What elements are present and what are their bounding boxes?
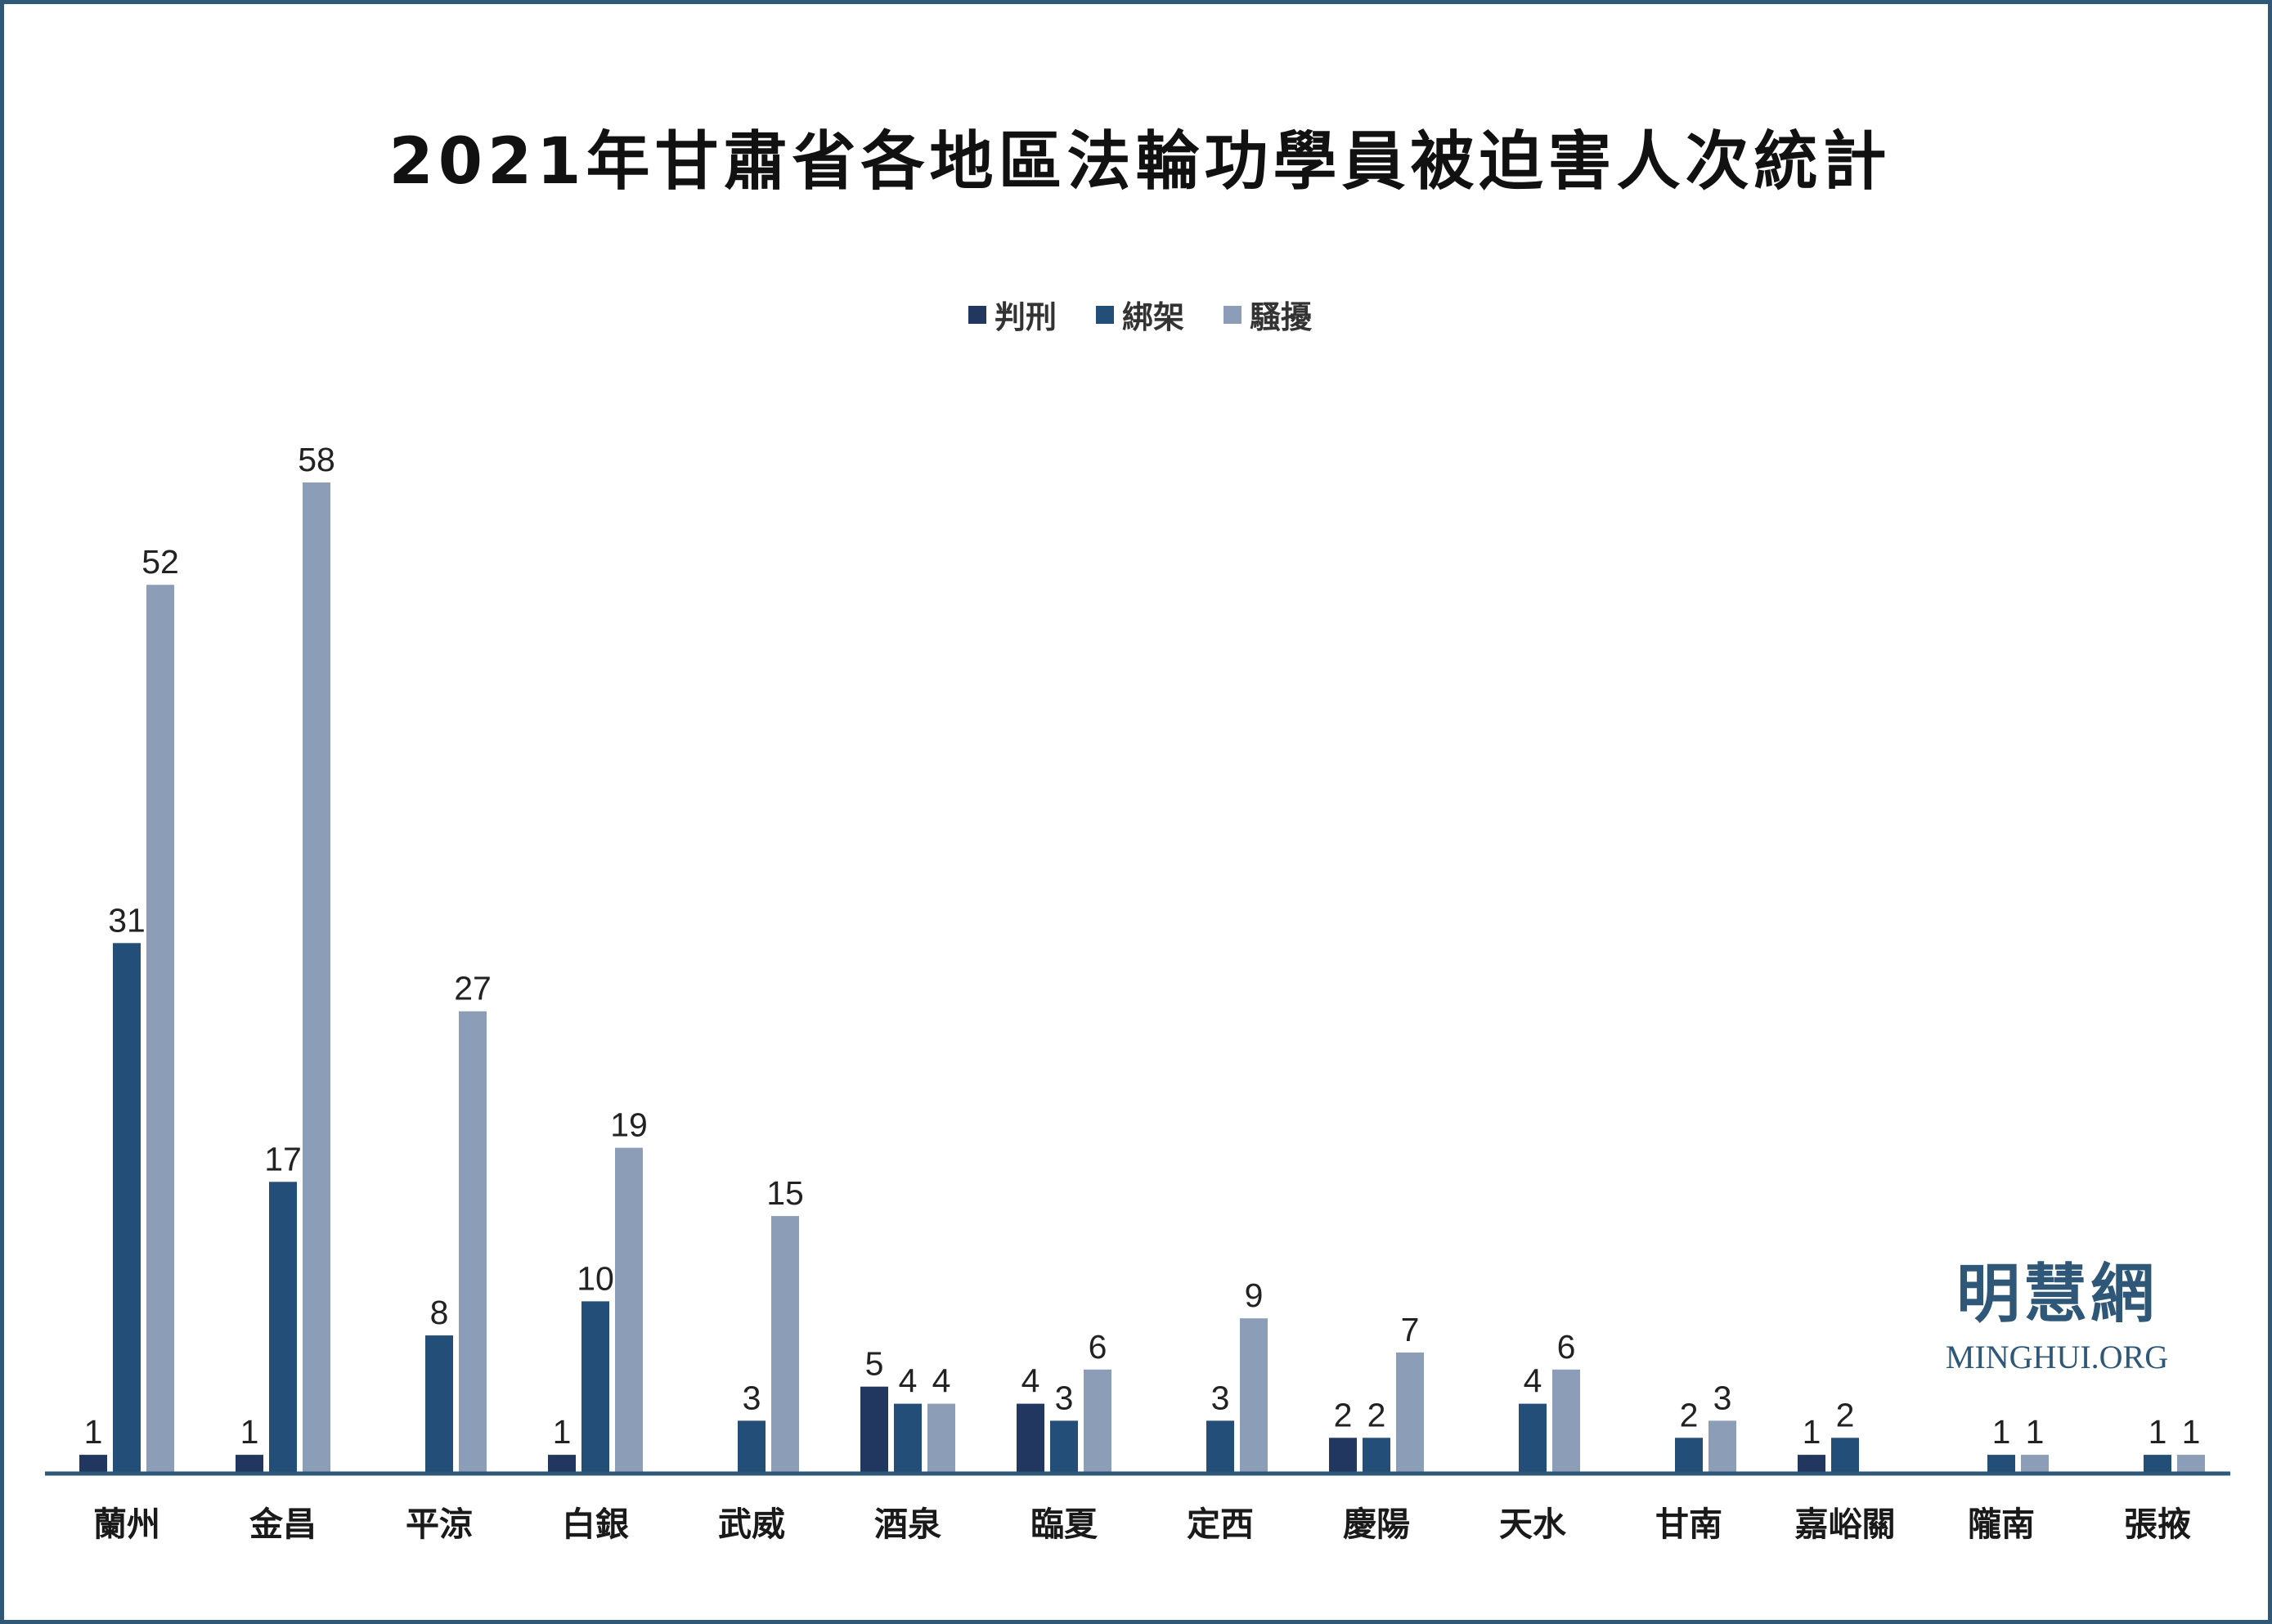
data-label-13-1: 1 [2149, 1413, 2167, 1451]
bar-11-1 [1831, 1438, 1859, 1472]
bar-3-2 [615, 1147, 643, 1472]
bar-12-1 [1987, 1455, 2015, 1472]
bar-0-0 [79, 1455, 107, 1472]
data-label-3-0: 1 [553, 1413, 572, 1451]
legend: 判刑 綁架 騷擾 [4, 292, 2272, 337]
legend-item-abducted: 綁架 [1095, 292, 1184, 337]
data-label-4-1: 3 [743, 1379, 761, 1416]
bar-6-0 [1017, 1403, 1044, 1472]
bar-5-2 [927, 1403, 955, 1472]
watermark-chinese: 明慧網 [1955, 1257, 2158, 1331]
legend-label-sentenced: 判刑 [994, 299, 1057, 335]
data-label-7-1: 3 [1211, 1379, 1230, 1416]
bar-5-1 [894, 1403, 922, 1472]
bar-1-1 [269, 1182, 297, 1472]
category-label-10: 甘南 [1655, 1505, 1722, 1544]
data-label-10-2: 3 [1713, 1379, 1732, 1416]
legend-label-harassed: 騷擾 [1250, 299, 1313, 335]
category-label-5: 酒泉 [874, 1505, 941, 1544]
bar-4-2 [771, 1216, 799, 1472]
data-label-6-0: 4 [1022, 1362, 1040, 1400]
data-label-4-2: 15 [766, 1174, 804, 1212]
category-label-7: 定西 [1187, 1505, 1254, 1544]
chart-title: 2021年甘肅省各地區法輪功學員被迫害人次統計 [388, 125, 1892, 199]
category-label-9: 天水 [1499, 1505, 1567, 1544]
category-label-3: 白銀 [562, 1505, 629, 1544]
bar-3-1 [581, 1301, 609, 1472]
data-label-11-1: 2 [1836, 1396, 1855, 1433]
category-label-4: 武威 [718, 1505, 785, 1544]
category-label-11: 嘉峪關 [1795, 1505, 1896, 1544]
data-label-1-2: 58 [298, 441, 335, 478]
bar-2-1 [425, 1335, 453, 1472]
bar-2-2 [459, 1011, 487, 1472]
data-label-6-1: 3 [1055, 1379, 1074, 1416]
data-label-8-0: 2 [1334, 1396, 1353, 1433]
bar-1-0 [236, 1455, 263, 1472]
data-label-2-1: 8 [430, 1294, 449, 1331]
data-label-2-2: 27 [454, 970, 492, 1007]
bar-11-0 [1798, 1455, 1825, 1472]
data-label-9-1: 4 [1524, 1362, 1542, 1400]
category-label-2: 平涼 [406, 1505, 473, 1544]
data-label-3-2: 19 [610, 1106, 648, 1144]
data-label-3-1: 10 [577, 1259, 614, 1297]
data-label-0-2: 52 [141, 543, 179, 581]
bar-13-1 [2144, 1455, 2171, 1472]
data-label-12-2: 1 [2026, 1413, 2045, 1451]
category-label-1: 金昌 [249, 1505, 317, 1544]
bar-9-1 [1519, 1403, 1547, 1472]
bar-6-1 [1050, 1420, 1078, 1472]
data-label-10-1: 2 [1680, 1396, 1699, 1433]
data-label-9-2: 6 [1557, 1328, 1576, 1366]
data-label-5-1: 4 [899, 1362, 918, 1400]
data-label-1-1: 17 [264, 1140, 302, 1178]
category-label-0: 蘭州 [93, 1505, 160, 1544]
category-label-12: 隴南 [1968, 1505, 2035, 1544]
bar-7-1 [1206, 1420, 1234, 1472]
bar-4-1 [738, 1420, 766, 1472]
bar-0-1 [113, 943, 141, 1472]
category-label-13: 張掖 [2124, 1505, 2191, 1544]
data-label-8-2: 7 [1401, 1311, 1420, 1348]
bar-12-2 [2021, 1455, 2049, 1472]
data-label-1-0: 1 [240, 1413, 259, 1451]
bar-10-2 [1708, 1420, 1736, 1472]
bar-8-1 [1363, 1438, 1390, 1472]
watermark-english: MINGHUI.ORG [1945, 1339, 2169, 1375]
bar-8-0 [1329, 1438, 1357, 1472]
bar-5-0 [860, 1386, 888, 1472]
data-label-7-2: 9 [1245, 1276, 1264, 1314]
bar-7-2 [1240, 1318, 1268, 1472]
legend-label-abducted: 綁架 [1121, 299, 1184, 335]
bar-10-1 [1675, 1438, 1703, 1472]
category-label-6: 臨夏 [1030, 1505, 1098, 1544]
data-label-11-0: 1 [1803, 1413, 1821, 1451]
data-label-5-2: 4 [932, 1362, 951, 1400]
bar-1-2 [303, 482, 330, 1472]
legend-item-harassed: 騷擾 [1224, 292, 1312, 337]
legend-swatch-harassed [1224, 305, 1242, 324]
bar-9-2 [1552, 1369, 1580, 1472]
data-label-6-2: 6 [1089, 1328, 1107, 1366]
bar-8-2 [1396, 1353, 1424, 1472]
bar-0-2 [146, 585, 174, 1473]
data-label-0-0: 1 [84, 1413, 103, 1451]
category-label-8: 慶陽 [1343, 1505, 1410, 1544]
bar-3-0 [548, 1455, 576, 1472]
data-label-0-1: 31 [108, 901, 146, 939]
data-label-5-0: 5 [865, 1345, 884, 1383]
legend-item-sentenced: 判刑 [968, 292, 1057, 337]
data-label-12-1: 1 [1992, 1413, 2011, 1451]
minghui-watermark: 明慧網 MINGHUI.ORG [1918, 1243, 2196, 1376]
data-label-8-1: 2 [1367, 1396, 1386, 1433]
bar-6-2 [1084, 1369, 1111, 1472]
legend-swatch-sentenced [968, 305, 986, 324]
legend-swatch-abducted [1095, 305, 1114, 324]
bar-13-2 [2177, 1455, 2205, 1472]
data-label-13-2: 1 [2182, 1413, 2201, 1451]
